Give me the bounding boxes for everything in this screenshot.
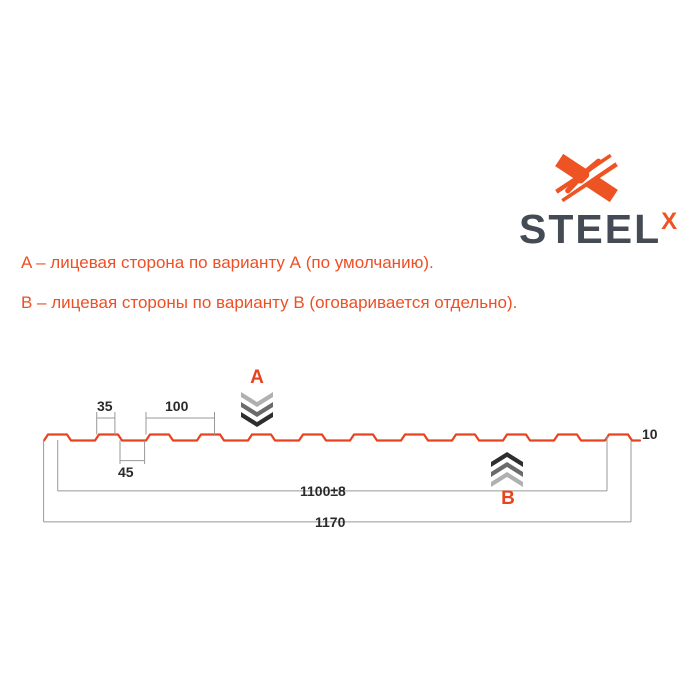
svg-text:10: 10: [642, 426, 658, 442]
svg-text:35: 35: [97, 398, 113, 414]
svg-text:45: 45: [118, 464, 134, 480]
svg-text:B: B: [501, 488, 515, 509]
svg-text:1170: 1170: [315, 514, 346, 530]
svg-text:100: 100: [165, 398, 189, 414]
svg-text:1100±8: 1100±8: [300, 483, 346, 499]
svg-text:A: A: [250, 367, 264, 388]
